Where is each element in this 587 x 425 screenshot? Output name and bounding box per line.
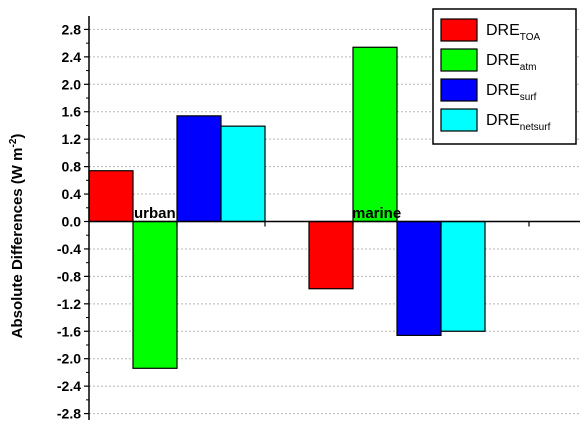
y-tick-label: -2.8 xyxy=(57,406,81,422)
axes xyxy=(84,16,580,420)
legend-label-dre-surf: DREsurf xyxy=(486,82,537,103)
bar-urban-dre-toa xyxy=(88,170,134,223)
legend-swatch-dre-surf xyxy=(440,78,478,102)
category-label-urban: urban xyxy=(134,205,176,222)
y-tick-label: -2.0 xyxy=(57,351,81,367)
y-axis-label: Absolute Differences (W m-2) xyxy=(8,134,26,339)
bar-marine-dre-atm xyxy=(352,46,398,223)
legend-swatch-dre-toa xyxy=(440,18,478,42)
y-tick-label: -0.8 xyxy=(57,268,81,284)
bar-urban-dre-atm xyxy=(132,220,178,369)
bar-marine-dre-netsurf xyxy=(440,220,486,332)
y-axis-title: Absolute Differences (W m-2) xyxy=(8,134,26,339)
category-label-marine: marine xyxy=(352,205,401,222)
y-tick-label: 0.4 xyxy=(62,186,82,202)
legend: DRETOA DREatm DREsurf DREnetsurf xyxy=(432,8,577,145)
y-tick-label: 0.8 xyxy=(62,159,82,175)
y-tick-label: 2.8 xyxy=(62,21,82,37)
y-tick-label: 1.2 xyxy=(62,131,82,147)
category-labels: urban marine xyxy=(134,205,401,222)
legend-label-dre-toa: DRETOA xyxy=(486,22,540,43)
bars xyxy=(88,46,486,369)
y-tick-label: 2.4 xyxy=(62,49,82,65)
y-tick-label: -0.4 xyxy=(57,241,81,257)
y-tick-label: 2.0 xyxy=(62,76,82,92)
bar-urban-dre-surf xyxy=(176,115,222,223)
legend-swatch-dre-atm xyxy=(440,48,478,72)
bar-marine-dre-toa xyxy=(308,220,354,290)
y-tick-labels: 2.8 2.4 2.0 1.6 1.2 0.8 0.4 0.0 -0.4 -0.8 -1.2 -1.6… xyxy=(57,21,81,421)
legend-swatch-dre-netsurf xyxy=(440,108,478,132)
bar-urban-dre-netsurf xyxy=(220,125,266,223)
y-tick-label: -1.6 xyxy=(57,323,81,339)
bar-marine-dre-surf xyxy=(396,220,442,336)
legend-label-dre-netsurf: DREnetsurf xyxy=(486,112,551,133)
y-tick-label: -2.4 xyxy=(57,378,81,394)
legend-label-dre-atm: DREatm xyxy=(486,52,536,73)
y-tick-label: -1.2 xyxy=(57,296,81,312)
y-tick-label: 0.0 xyxy=(62,214,82,230)
y-tick-label: 1.6 xyxy=(62,104,82,120)
